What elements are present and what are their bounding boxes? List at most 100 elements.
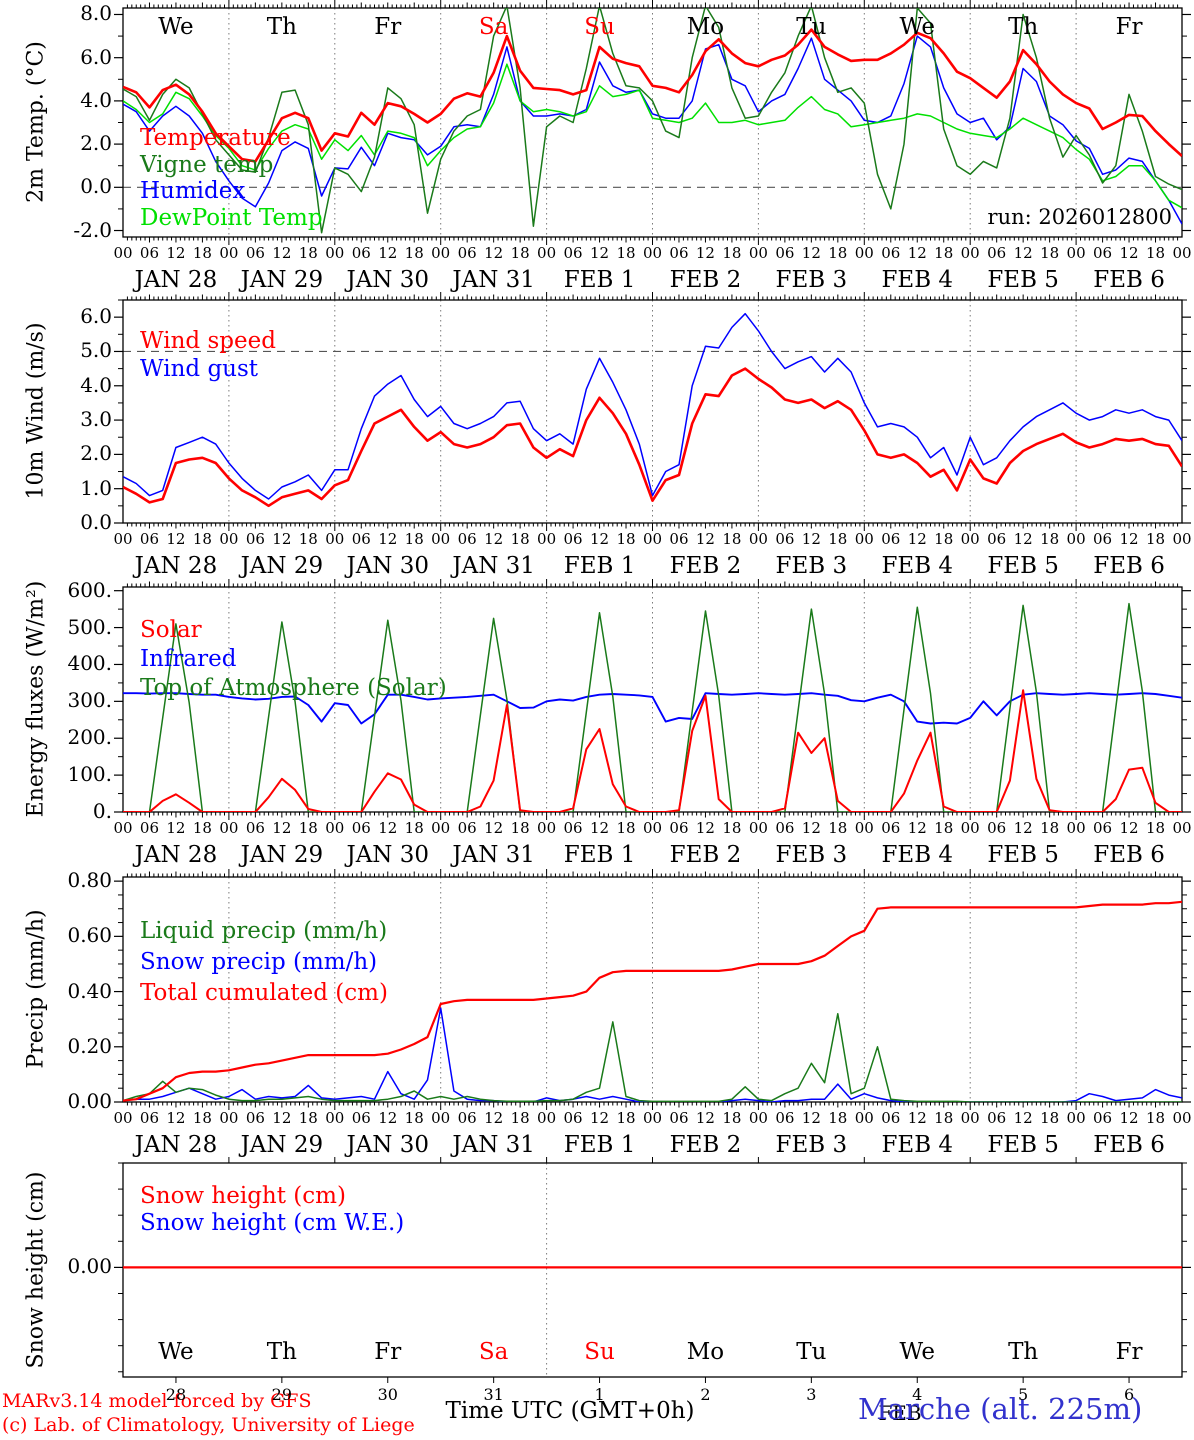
- hour-label: 12: [272, 530, 292, 548]
- hour-label: 12: [484, 819, 504, 837]
- hour-label: 06: [457, 530, 477, 548]
- bottom-day-number: 5: [1018, 1385, 1029, 1404]
- hour-label: 18: [934, 530, 954, 548]
- hour-label: 00: [960, 244, 980, 262]
- hour-label: 06: [563, 819, 583, 837]
- hour-label: 12: [590, 530, 610, 548]
- hour-label: 18: [404, 244, 424, 262]
- hour-label: 18: [934, 244, 954, 262]
- y-tick-temperature: 8.0: [80, 1, 112, 26]
- bottom-day-number: 4: [912, 1385, 923, 1404]
- bottom-day-number: 28: [165, 1385, 187, 1404]
- hour-label: 00: [113, 244, 133, 262]
- hour-label: 18: [828, 819, 848, 837]
- date-label: JAN 30: [346, 1132, 430, 1158]
- date-label: FEB 1: [563, 842, 636, 868]
- hour-label: 18: [616, 819, 636, 837]
- date-label: JAN 30: [346, 267, 430, 293]
- date-label: FEB 2: [669, 267, 742, 293]
- hour-label: 00: [960, 1109, 980, 1127]
- hour-label: 12: [272, 819, 292, 837]
- hour-label: 12: [378, 530, 398, 548]
- hour-label: 00: [1172, 530, 1192, 548]
- day-name-label: Fr: [374, 1339, 402, 1365]
- date-label: FEB 1: [563, 267, 636, 293]
- day-name-label: Th: [266, 14, 297, 40]
- hour-label: 12: [378, 819, 398, 837]
- hour-label: 12: [272, 244, 292, 262]
- day-name-label: Sa: [478, 14, 509, 40]
- date-label: FEB 3: [775, 842, 848, 868]
- hour-label: 12: [907, 530, 927, 548]
- legend-temperature-1: Temperature: [140, 125, 291, 151]
- day-name-label: Mo: [686, 1339, 725, 1365]
- day-name-label: Sa: [478, 1339, 509, 1365]
- y-tick-wind: 2.0: [80, 441, 112, 466]
- y-tick-precip: 0.00: [67, 1089, 112, 1113]
- series-snow-precip-mm-h-: [123, 1007, 1182, 1102]
- series-liquid-precip-mm-h-: [123, 1012, 1182, 1102]
- date-label: FEB 6: [1093, 553, 1165, 579]
- hour-label: 12: [695, 1109, 715, 1127]
- legend-energy-fluxes-3: Top of Atmosphere (Solar): [140, 675, 447, 701]
- series-wind-gust: [123, 312, 1182, 500]
- day-name-label: We: [158, 14, 194, 40]
- hour-label: 06: [351, 819, 371, 837]
- hour-label: 06: [775, 1109, 795, 1127]
- hour-label: 18: [192, 244, 212, 262]
- hour-label: 18: [510, 530, 530, 548]
- hour-label: 18: [192, 1109, 212, 1127]
- hour-label: 00: [642, 530, 663, 548]
- y-tick-precip: 0.60: [67, 923, 112, 948]
- hour-label: 18: [510, 244, 530, 262]
- date-label: JAN 29: [240, 842, 324, 868]
- date-label: FEB 2: [669, 842, 742, 868]
- legend-precip-3: Total cumulated (cm): [140, 980, 388, 1006]
- hour-label: 18: [722, 244, 742, 262]
- date-label: JAN 29: [240, 553, 324, 579]
- hour-label: 12: [272, 1109, 292, 1127]
- hour-label: 00: [1066, 244, 1086, 262]
- hour-label: 18: [1040, 530, 1060, 548]
- hour-label: 00: [431, 819, 451, 837]
- date-label: JAN 28: [134, 553, 218, 579]
- hour-label: 12: [907, 1109, 927, 1127]
- bottom-day-number: 1: [594, 1385, 605, 1404]
- date-label: JAN 31: [452, 267, 535, 293]
- hour-label: 00: [431, 1109, 451, 1127]
- hour-label: 06: [881, 244, 901, 262]
- hour-label: 06: [1093, 530, 1113, 548]
- hour-label: 12: [166, 530, 186, 548]
- hour-label: 06: [245, 819, 265, 837]
- hour-label: 18: [722, 1109, 742, 1127]
- date-label: JAN 28: [134, 267, 218, 293]
- hour-label: 06: [775, 244, 795, 262]
- hour-label: 00: [1172, 1109, 1192, 1127]
- date-label: FEB 5: [987, 1132, 1059, 1158]
- date-label: JAN 31: [452, 1132, 535, 1158]
- hour-label: 00: [219, 530, 239, 548]
- hour-label: 12: [695, 819, 715, 837]
- day-name-label: Th: [1008, 14, 1039, 40]
- hour-label: 06: [1093, 1109, 1113, 1127]
- legend-snow-height-2: Snow height (cm W.E.): [140, 1210, 405, 1236]
- hour-label: 06: [669, 819, 689, 837]
- date-label: JAN 28: [134, 842, 218, 868]
- station-label: Marche (alt. 225m): [858, 1392, 1143, 1426]
- hour-label: 18: [298, 819, 318, 837]
- hour-label: 06: [1093, 819, 1113, 837]
- hour-label: 18: [510, 1109, 530, 1127]
- day-name-label: Th: [1008, 1339, 1039, 1365]
- y-tick-energy-fluxes: 0.: [92, 799, 112, 823]
- y-tick-energy-fluxes: 300.: [67, 688, 112, 713]
- hour-label: 12: [166, 244, 186, 262]
- series-solar: [123, 689, 1182, 812]
- hour-label: 06: [987, 1109, 1007, 1127]
- hour-label: 06: [351, 530, 371, 548]
- y-tick-temperature: 6.0: [80, 44, 112, 69]
- hour-label: 18: [192, 819, 212, 837]
- run-label: run: 2026012800: [987, 205, 1172, 229]
- hour-label: 06: [351, 244, 371, 262]
- hour-label: 00: [325, 530, 345, 548]
